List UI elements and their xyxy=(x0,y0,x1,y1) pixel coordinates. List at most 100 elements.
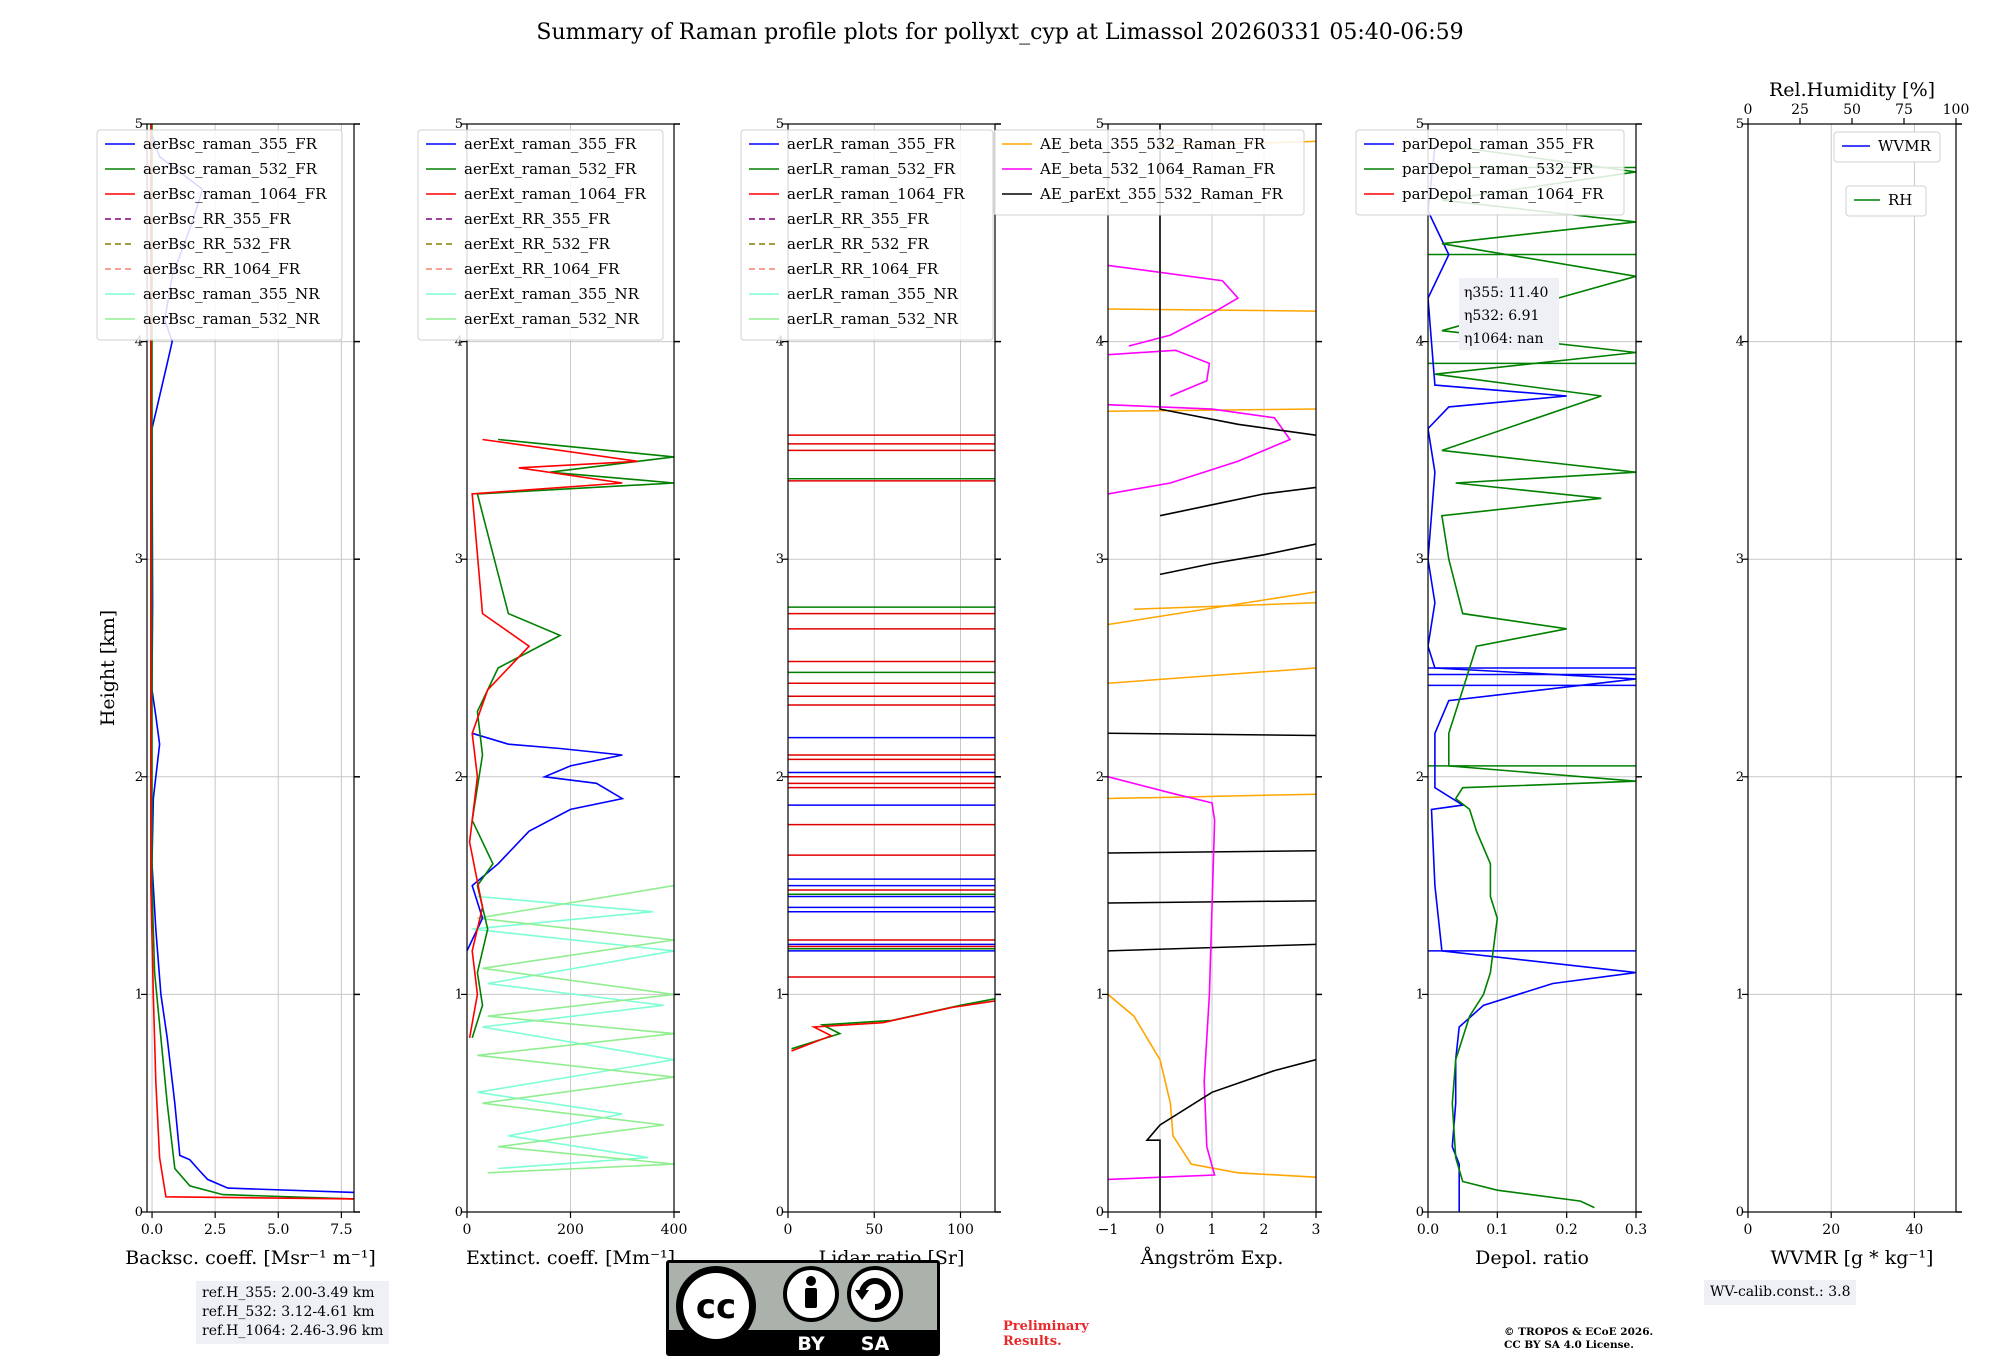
by-icon-head xyxy=(806,1276,816,1286)
series-AE_beta_532_1064_Raman_FR xyxy=(1108,349,1211,397)
top-axis-label: Rel.Humidity [%] xyxy=(1769,79,1935,101)
y-tick-label: 0 xyxy=(135,1205,143,1220)
prelim-line-1: Preliminary xyxy=(1003,1319,1089,1334)
y-tick-label: 3 xyxy=(1416,552,1424,567)
x-tick-label: 40 xyxy=(1905,1222,1923,1238)
x-axis-label: Depol. ratio xyxy=(1475,1247,1589,1269)
hline-orange xyxy=(1108,591,1316,626)
y-tick-label: 4 xyxy=(1736,335,1744,350)
y-tick-label: 3 xyxy=(455,552,463,567)
y-tick-label: 5 xyxy=(1096,117,1104,132)
series-aerExt_raman_532_FR xyxy=(471,438,674,1039)
y-tick-label: 4 xyxy=(135,335,143,350)
axes-frame xyxy=(1427,123,1637,1213)
x-tick-label: 100 xyxy=(947,1222,974,1238)
series-aerExt_raman_355_FR xyxy=(467,732,625,952)
axes-frame xyxy=(1747,123,1957,1213)
legend-label-AE_beta_355_532_Raman_FR: AE_beta_355_532_Raman_FR xyxy=(1039,135,1266,153)
reference-height-box: ref.H_355: 2.00-3.49 km ref.H_532: 3.12-… xyxy=(196,1281,390,1344)
top-x-tick-label: 100 xyxy=(1943,102,1970,118)
y-tick-label: 1 xyxy=(1736,987,1744,1002)
legend-box xyxy=(96,129,343,341)
y-tick-label: 3 xyxy=(1096,552,1104,567)
y-tick-label: 2 xyxy=(776,770,784,785)
series-aerBsc_raman_1064_FR xyxy=(150,124,354,1200)
legend-label-aerBsc_raman_532_FR: aerBsc_raman_532_FR xyxy=(143,160,318,178)
series-aerExt_raman_355_NR xyxy=(472,895,674,1170)
legend-label-aerExt_raman_532_FR: aerExt_raman_532_FR xyxy=(464,160,637,178)
legend-label-aerLR_RR_355_FR: aerLR_RR_355_FR xyxy=(787,210,929,228)
legend-box xyxy=(1845,185,1927,217)
y-tick-label: 0 xyxy=(1416,1205,1424,1220)
prelim-line-2: Results. xyxy=(1003,1334,1062,1349)
y-tick-label: 5 xyxy=(776,117,784,132)
series-AE_beta_532_1064_Raman_FR xyxy=(1108,776,1216,1181)
y-tick-label: 4 xyxy=(455,335,463,350)
legend-label-AE_beta_532_1064_Raman_FR: AE_beta_532_1064_Raman_FR xyxy=(1039,160,1275,178)
x-axis-label: WVMR [g * kg⁻¹] xyxy=(1771,1247,1934,1269)
sa-label: SA xyxy=(861,1333,890,1355)
x-tick-label: 50 xyxy=(865,1222,883,1238)
series-parDepol_raman_355_FR xyxy=(1428,145,1636,1212)
x-tick-label: 0.1 xyxy=(1486,1222,1508,1238)
legend-label-WVMR: WVMR xyxy=(1878,137,1932,155)
hline-orange xyxy=(1108,667,1316,684)
legend-label-aerLR_RR_1064_FR: aerLR_RR_1064_FR xyxy=(787,260,939,278)
legend-label-aerBsc_RR_355_FR: aerBsc_RR_355_FR xyxy=(143,210,291,228)
y-tick-label: 2 xyxy=(135,770,143,785)
hline-orange xyxy=(1108,308,1316,312)
legend-label-aerLR_raman_532_FR: aerLR_raman_532_FR xyxy=(787,160,956,178)
y-tick-label: 1 xyxy=(135,987,143,1002)
series-AE_parExt_355_532_Raman_FR xyxy=(1159,124,1316,436)
y-tick-label: 0 xyxy=(776,1205,784,1220)
legend-label-aerExt_raman_355_NR: aerExt_raman_355_NR xyxy=(464,285,640,303)
x-tick-label: 0.0 xyxy=(141,1222,163,1238)
panel-backscatter: 0.0 2.5 5.0 7.5 0 1 2 3 4 5 Backsc. coeff. [Msr⁻¹ … xyxy=(96,117,376,1269)
legend-label-aerBsc_raman_355_NR: aerBsc_raman_355_NR xyxy=(143,285,320,303)
x-tick-label: 2 xyxy=(1260,1222,1269,1238)
y-tick-label: 5 xyxy=(1736,117,1744,132)
y-tick-label: 5 xyxy=(135,117,143,132)
y-tick-label: 4 xyxy=(1096,335,1104,350)
copyright-note: © TROPOS & ECoE 2026. CC BY SA 4.0 Licen… xyxy=(1504,1326,1653,1352)
cc-logo-text: cc xyxy=(696,1287,736,1327)
by-icon-body xyxy=(805,1288,817,1308)
legend-label-aerBsc_RR_1064_FR: aerBsc_RR_1064_FR xyxy=(143,260,301,278)
wv-calibration-box: WV-calib.const.: 3.8 xyxy=(1704,1280,1857,1305)
top-x-tick-label: 25 xyxy=(1791,102,1809,118)
hline-orange xyxy=(1108,793,1316,800)
series-AE_parExt_355_532_Raman_FR xyxy=(1159,543,1316,576)
top-x-tick-label: 75 xyxy=(1895,102,1913,118)
x-tick-label: 7.5 xyxy=(330,1222,352,1238)
legend-label-aerExt_RR_532_FR: aerExt_RR_532_FR xyxy=(464,235,611,253)
y-tick-label: 3 xyxy=(1736,552,1744,567)
panel-angstrom: −1 0 1 2 3 0 1 2 3 4 5 Ångström Exp. AE_beta_355_532… xyxy=(993,117,1322,1269)
x-tick-label: 0 xyxy=(463,1222,472,1238)
legend-label-aerLR_raman_355_FR: aerLR_raman_355_FR xyxy=(787,135,956,153)
legend-label-parDepol_raman_1064_FR: parDepol_raman_1064_FR xyxy=(1402,185,1604,203)
y-tick-label: 0 xyxy=(1736,1205,1744,1220)
y-tick-label: 4 xyxy=(1416,335,1424,350)
by-label: BY xyxy=(797,1333,824,1355)
y-tick-label: 4 xyxy=(776,335,784,350)
y-tick-label: 2 xyxy=(1736,770,1744,785)
preliminary-results-note: Preliminary Results. xyxy=(1003,1319,1089,1349)
hline-orange xyxy=(1108,408,1316,412)
hline-black xyxy=(1108,943,1316,952)
x-tick-label: 0.2 xyxy=(1556,1222,1578,1238)
x-tick-label: 0.3 xyxy=(1625,1222,1647,1238)
y-tick-label: 1 xyxy=(776,987,784,1002)
x-tick-label: 3 xyxy=(1312,1222,1321,1238)
x-tick-label: 2.5 xyxy=(204,1222,226,1238)
legend-box xyxy=(1833,131,1941,163)
x-axis-label: Backsc. coeff. [Msr⁻¹ m⁻¹] xyxy=(125,1247,376,1269)
x-tick-label: 0 xyxy=(784,1222,793,1238)
legend-label-aerExt_raman_355_FR: aerExt_raman_355_FR xyxy=(464,135,637,153)
ref-height-532: ref.H_532: 3.12-4.61 km xyxy=(202,1304,375,1320)
legend-label-aerLR_raman_1064_FR: aerLR_raman_1064_FR xyxy=(787,185,965,203)
cc-circle-inner xyxy=(683,1273,749,1339)
legend: parDepol_raman_355_FR parDepol_raman_532_… xyxy=(1355,129,1625,216)
copyright-line-1: © TROPOS & ECoE 2026. xyxy=(1504,1326,1654,1338)
legend-box xyxy=(417,129,664,341)
